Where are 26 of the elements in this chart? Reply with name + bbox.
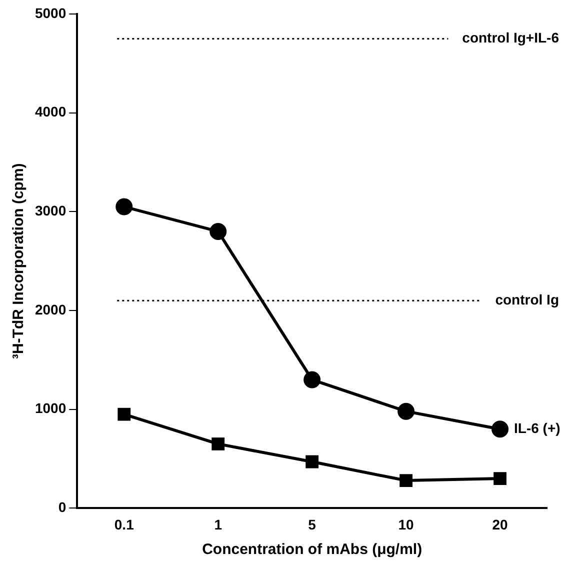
- point: [492, 420, 509, 438]
- point: [118, 408, 131, 421]
- y-tick-label: 1000: [34, 400, 66, 416]
- point: [210, 222, 227, 240]
- y-tick-label: 3000: [34, 202, 66, 219]
- x-tick-label: 1: [214, 516, 222, 532]
- x-tick-label: 10: [398, 516, 414, 532]
- x-tick-label: 20: [492, 516, 508, 532]
- ref-line-label: control Ig+IL-6: [462, 30, 560, 46]
- y-tick-label: 5000: [34, 4, 66, 21]
- y-tick-label: 2000: [34, 301, 66, 318]
- x-axis-title: Concentration of mAbs (μg/ml): [202, 541, 422, 558]
- point: [304, 371, 321, 388]
- point: [400, 474, 412, 487]
- y-tick-label: 4000: [34, 104, 66, 120]
- point: [494, 472, 506, 485]
- y-tick-label: 0: [58, 499, 66, 516]
- point: [116, 198, 133, 216]
- x-tick-label: 0.1: [114, 516, 134, 532]
- ref-line-label: control Ig: [495, 291, 559, 308]
- point: [212, 438, 225, 450]
- point: [398, 402, 415, 420]
- point: [306, 455, 319, 468]
- y-axis-title: ³H-TdR Incorporation (cpm): [10, 163, 28, 360]
- x-tick-label: 5: [308, 516, 316, 532]
- series-label: IL-6 (+): [514, 420, 560, 436]
